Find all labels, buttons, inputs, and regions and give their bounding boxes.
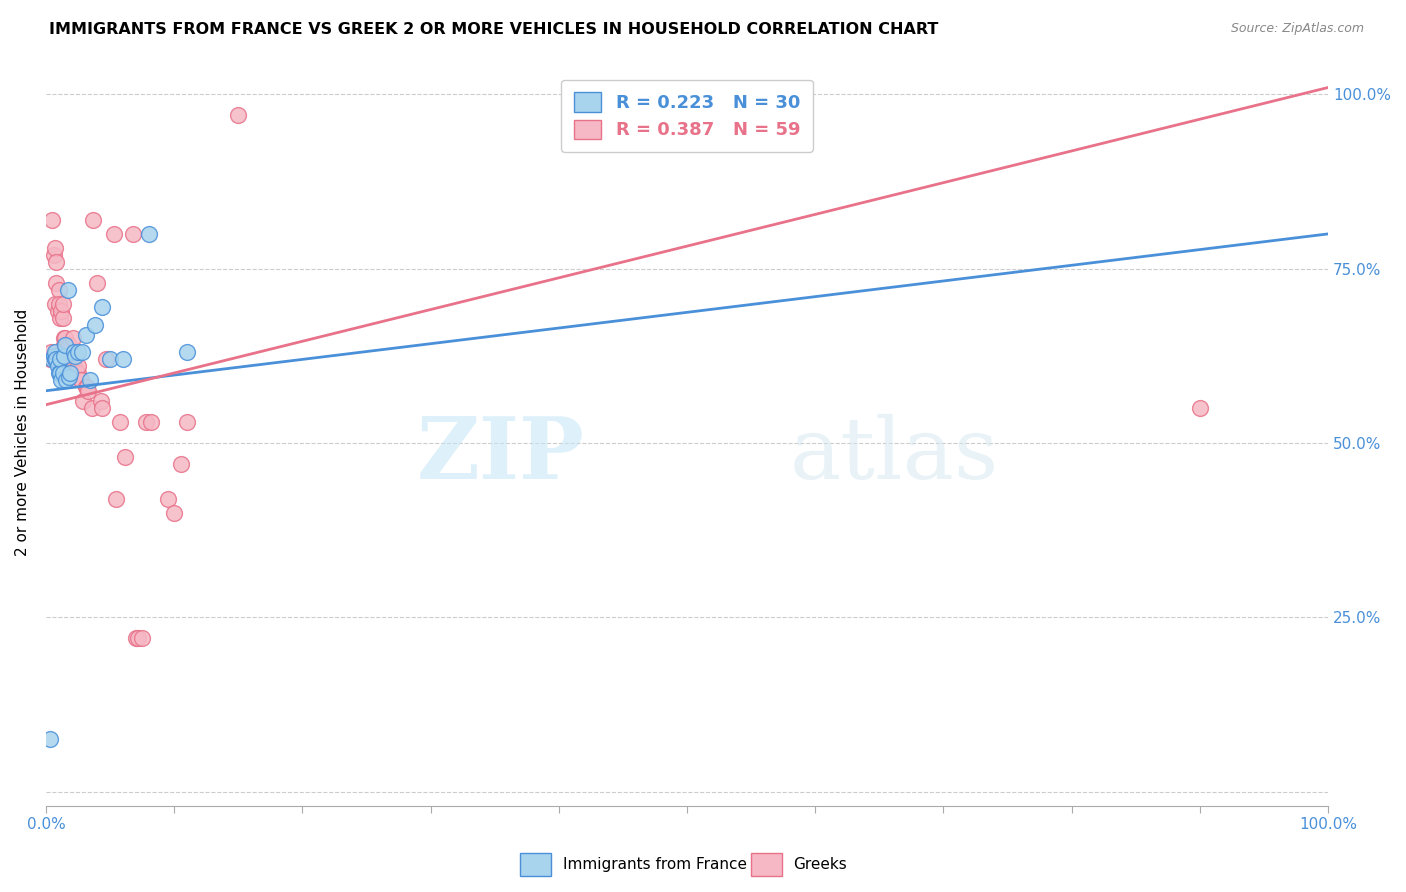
Point <box>69 373 91 387</box>
Text: atlas: atlas <box>790 413 998 497</box>
Point <box>156 491 179 506</box>
Point <box>58 345 80 359</box>
Point <box>52 331 75 345</box>
Point <box>41 213 63 227</box>
Point <box>69 373 91 387</box>
Point <box>96 352 118 367</box>
Point <box>56 283 79 297</box>
Point <box>82 213 104 227</box>
Point <box>53 345 76 359</box>
Point <box>127 632 149 646</box>
Point <box>59 359 82 374</box>
Point <box>38 352 60 367</box>
Point <box>75 328 97 343</box>
Point <box>77 384 100 398</box>
Point <box>91 401 114 416</box>
Point <box>52 349 75 363</box>
Point <box>63 352 86 367</box>
Point <box>55 373 77 387</box>
Point <box>44 241 66 255</box>
Point <box>38 732 60 747</box>
Point <box>63 359 86 374</box>
Point <box>62 331 84 345</box>
Point <box>176 415 198 429</box>
Point <box>83 318 105 332</box>
Point <box>42 248 65 262</box>
Point <box>45 352 67 367</box>
Point <box>56 349 79 363</box>
Point <box>45 254 67 268</box>
Point <box>105 491 128 506</box>
Point <box>226 108 249 122</box>
Point <box>98 352 121 367</box>
Point <box>138 227 160 241</box>
Point <box>51 373 73 387</box>
Point <box>55 359 77 374</box>
Point <box>48 367 70 381</box>
Point <box>44 345 66 359</box>
Point <box>44 296 66 310</box>
Point <box>72 394 94 409</box>
Legend: R = 0.223   N = 30, R = 0.387   N = 59: R = 0.223 N = 30, R = 0.387 N = 59 <box>561 79 813 153</box>
Point <box>122 227 145 241</box>
Point <box>169 457 191 471</box>
Point <box>52 310 75 325</box>
Point <box>70 345 93 359</box>
Point <box>46 359 69 374</box>
Text: Greeks: Greeks <box>793 857 846 871</box>
Point <box>53 331 76 345</box>
Point <box>91 300 114 314</box>
Text: ZIP: ZIP <box>416 413 585 497</box>
Point <box>49 310 72 325</box>
Point <box>44 352 66 367</box>
Point <box>63 345 86 359</box>
Point <box>125 632 148 646</box>
Point <box>53 338 76 352</box>
Point <box>49 367 72 381</box>
Point <box>111 352 134 367</box>
Text: Source: ZipAtlas.com: Source: ZipAtlas.com <box>1230 22 1364 36</box>
Y-axis label: 2 or more Vehicles in Household: 2 or more Vehicles in Household <box>15 309 30 557</box>
Point <box>58 338 80 352</box>
Point <box>52 367 75 381</box>
Point <box>86 276 108 290</box>
Point <box>79 373 101 387</box>
Point <box>51 303 73 318</box>
Point <box>1188 401 1211 416</box>
Point <box>66 359 89 374</box>
Point <box>66 345 89 359</box>
Point <box>65 349 87 363</box>
Point <box>163 506 186 520</box>
Point <box>49 352 72 367</box>
Text: Immigrants from France: Immigrants from France <box>562 857 747 871</box>
Point <box>59 367 82 381</box>
Point <box>46 303 69 318</box>
Point <box>90 394 112 409</box>
Point <box>55 352 77 367</box>
Point <box>66 367 89 381</box>
Point <box>41 352 63 367</box>
Point <box>176 345 198 359</box>
Point <box>135 415 157 429</box>
Point <box>82 401 104 416</box>
Point <box>139 415 162 429</box>
Point <box>66 367 89 381</box>
Point <box>45 276 67 290</box>
Point <box>110 415 132 429</box>
Point <box>52 338 75 352</box>
Point <box>52 296 75 310</box>
Point <box>48 283 70 297</box>
Point <box>39 345 62 359</box>
Point <box>75 380 97 394</box>
Point <box>48 296 70 310</box>
Point <box>76 380 98 394</box>
Point <box>58 369 80 384</box>
Point <box>103 227 125 241</box>
Point <box>131 632 153 646</box>
Point <box>42 349 65 363</box>
Point <box>114 450 136 464</box>
Text: IMMIGRANTS FROM FRANCE VS GREEK 2 OR MORE VEHICLES IN HOUSEHOLD CORRELATION CHAR: IMMIGRANTS FROM FRANCE VS GREEK 2 OR MOR… <box>49 22 939 37</box>
